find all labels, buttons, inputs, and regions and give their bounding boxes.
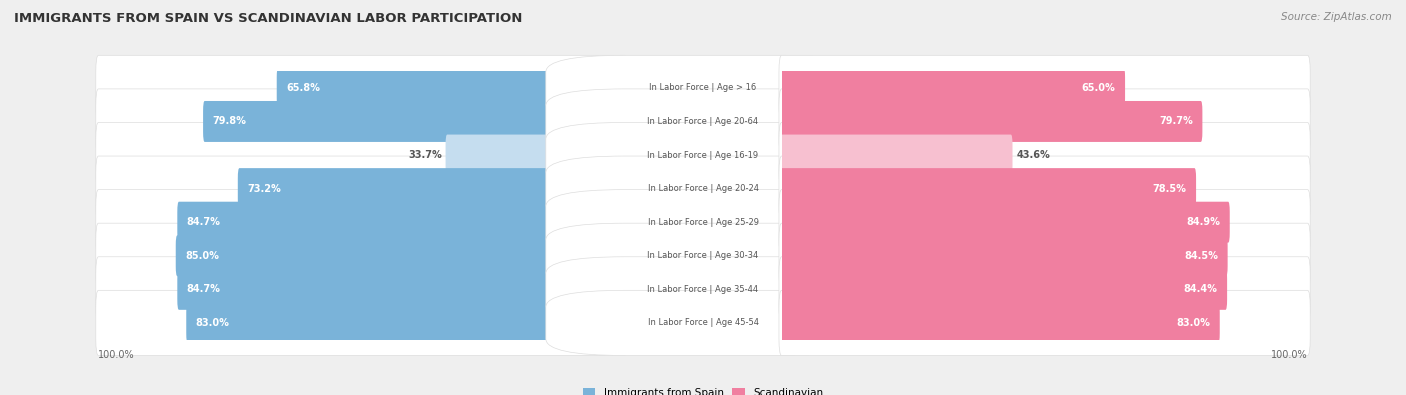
FancyBboxPatch shape — [779, 55, 1310, 120]
FancyBboxPatch shape — [779, 156, 1310, 221]
Text: In Labor Force | Age > 16: In Labor Force | Age > 16 — [650, 83, 756, 92]
FancyBboxPatch shape — [546, 190, 860, 255]
Text: IMMIGRANTS FROM SPAIN VS SCANDINAVIAN LABOR PARTICIPATION: IMMIGRANTS FROM SPAIN VS SCANDINAVIAN LA… — [14, 12, 523, 25]
Text: 84.4%: 84.4% — [1184, 284, 1218, 294]
Text: Source: ZipAtlas.com: Source: ZipAtlas.com — [1281, 12, 1392, 22]
FancyBboxPatch shape — [177, 269, 626, 310]
FancyBboxPatch shape — [780, 168, 1197, 209]
Text: 84.9%: 84.9% — [1187, 217, 1220, 227]
FancyBboxPatch shape — [177, 202, 626, 243]
FancyBboxPatch shape — [96, 55, 627, 120]
Text: 43.6%: 43.6% — [1017, 150, 1050, 160]
FancyBboxPatch shape — [779, 223, 1310, 288]
FancyBboxPatch shape — [780, 269, 1227, 310]
FancyBboxPatch shape — [186, 303, 626, 343]
Text: In Labor Force | Age 20-64: In Labor Force | Age 20-64 — [647, 117, 759, 126]
FancyBboxPatch shape — [779, 122, 1310, 188]
FancyBboxPatch shape — [780, 101, 1202, 142]
FancyBboxPatch shape — [96, 122, 627, 188]
FancyBboxPatch shape — [780, 303, 1220, 343]
Text: 85.0%: 85.0% — [186, 251, 219, 261]
FancyBboxPatch shape — [779, 257, 1310, 322]
FancyBboxPatch shape — [546, 223, 860, 288]
FancyBboxPatch shape — [96, 190, 627, 255]
Text: In Labor Force | Age 20-24: In Labor Force | Age 20-24 — [648, 184, 758, 193]
Legend: Immigrants from Spain, Scandinavian: Immigrants from Spain, Scandinavian — [579, 385, 827, 395]
FancyBboxPatch shape — [96, 156, 627, 221]
FancyBboxPatch shape — [546, 122, 860, 188]
Text: 83.0%: 83.0% — [1177, 318, 1211, 328]
Text: 65.0%: 65.0% — [1081, 83, 1115, 93]
Text: 79.8%: 79.8% — [212, 117, 246, 126]
Text: In Labor Force | Age 16-19: In Labor Force | Age 16-19 — [647, 150, 759, 160]
Text: 100.0%: 100.0% — [98, 350, 135, 360]
Text: In Labor Force | Age 30-34: In Labor Force | Age 30-34 — [647, 251, 759, 260]
FancyBboxPatch shape — [780, 135, 1012, 175]
Text: In Labor Force | Age 25-29: In Labor Force | Age 25-29 — [648, 218, 758, 227]
FancyBboxPatch shape — [176, 235, 626, 276]
FancyBboxPatch shape — [779, 89, 1310, 154]
FancyBboxPatch shape — [546, 89, 860, 154]
FancyBboxPatch shape — [780, 68, 1125, 108]
Text: 83.0%: 83.0% — [195, 318, 229, 328]
Text: 84.7%: 84.7% — [187, 217, 221, 227]
FancyBboxPatch shape — [96, 290, 627, 356]
Text: In Labor Force | Age 45-54: In Labor Force | Age 45-54 — [648, 318, 758, 327]
FancyBboxPatch shape — [238, 168, 626, 209]
FancyBboxPatch shape — [546, 156, 860, 221]
FancyBboxPatch shape — [546, 290, 860, 356]
FancyBboxPatch shape — [780, 202, 1230, 243]
FancyBboxPatch shape — [546, 257, 860, 322]
FancyBboxPatch shape — [96, 223, 627, 288]
FancyBboxPatch shape — [779, 290, 1310, 356]
Text: 84.5%: 84.5% — [1184, 251, 1218, 261]
Text: In Labor Force | Age 35-44: In Labor Force | Age 35-44 — [647, 285, 759, 294]
FancyBboxPatch shape — [277, 68, 626, 108]
FancyBboxPatch shape — [96, 89, 627, 154]
FancyBboxPatch shape — [780, 235, 1227, 276]
Text: 100.0%: 100.0% — [1271, 350, 1308, 360]
Text: 78.5%: 78.5% — [1153, 184, 1187, 194]
FancyBboxPatch shape — [96, 257, 627, 322]
FancyBboxPatch shape — [446, 135, 626, 175]
FancyBboxPatch shape — [779, 190, 1310, 255]
FancyBboxPatch shape — [546, 55, 860, 120]
Text: 65.8%: 65.8% — [287, 83, 321, 93]
Text: 79.7%: 79.7% — [1159, 117, 1192, 126]
Text: 84.7%: 84.7% — [187, 284, 221, 294]
FancyBboxPatch shape — [202, 101, 626, 142]
Text: 73.2%: 73.2% — [247, 184, 281, 194]
Text: 33.7%: 33.7% — [408, 150, 441, 160]
